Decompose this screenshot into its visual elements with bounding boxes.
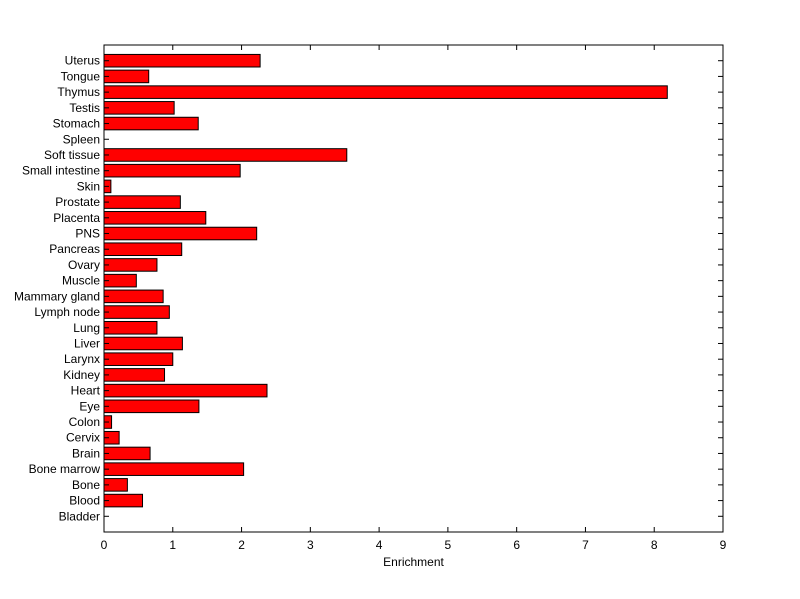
y-tick-label: Prostate (55, 195, 100, 209)
bar-bone-marrow (103, 462, 245, 476)
bar-tongue (103, 69, 150, 84)
y-tick-label: Blood (69, 494, 100, 508)
y-tick-label: Lymph node (34, 305, 100, 319)
bar-lymph-node (103, 305, 170, 319)
bar-stomach (103, 116, 199, 131)
y-tick-label: Larynx (64, 352, 100, 366)
bar-larynx (103, 352, 174, 366)
x-axis-ticks: 0 1 2 3 4 5 6 7 8 9 (101, 45, 727, 552)
y-tick-label: Thymus (57, 85, 100, 99)
x-tick-label: 0 (101, 538, 108, 552)
y-tick-label: Soft tissue (44, 148, 100, 162)
y-tick-label: Uterus (65, 54, 100, 68)
y-tick-label: Stomach (53, 117, 100, 131)
bar-pancreas (103, 242, 183, 257)
bar-uterus (103, 53, 261, 68)
y-tick-label: Eye (79, 399, 100, 413)
y-tick-label: Kidney (63, 368, 100, 382)
bar-prostate (103, 195, 181, 209)
y-tick-label: Small intestine (22, 164, 100, 178)
y-tick-label: Liver (74, 336, 100, 350)
x-tick-label: 7 (582, 538, 589, 552)
x-tick-label: 2 (238, 538, 245, 552)
y-tick-label: Brain (72, 446, 100, 460)
bar-thymus (103, 85, 668, 99)
y-tick-label: Tongue (61, 69, 101, 83)
y-tick-label: Placenta (53, 211, 100, 225)
y-tick-label: Muscle (62, 274, 100, 288)
bar-lung (103, 320, 158, 335)
x-tick-label: 5 (445, 538, 452, 552)
bars-group (103, 53, 668, 508)
bar-blood (103, 493, 144, 508)
bar-mammary-gland (103, 289, 164, 304)
bar-heart (103, 383, 268, 398)
y-tick-label: Pancreas (49, 242, 100, 256)
bar-eye (103, 399, 200, 414)
y-tick-label: Testis (69, 101, 100, 115)
bar-soft-tissue (103, 148, 348, 162)
y-tick-label: Mammary gland (14, 289, 100, 303)
bar-kidney (103, 368, 166, 382)
bar-placenta (103, 211, 207, 225)
bar-liver (103, 336, 183, 351)
y-tick-label: Bone marrow (29, 462, 101, 476)
y-tick-label: Lung (73, 321, 100, 335)
y-tick-label: Skin (77, 179, 100, 193)
x-tick-label: 9 (720, 538, 727, 552)
x-tick-label: 8 (651, 538, 658, 552)
y-tick-label: PNS (75, 227, 100, 241)
x-tick-label: 3 (307, 538, 314, 552)
x-tick-label: 1 (169, 538, 176, 552)
x-axis-label: Enrichment (383, 555, 444, 569)
bar-pns (103, 226, 258, 241)
y-tick-label: Bone (72, 478, 100, 492)
plot-area-frame (103, 44, 724, 533)
bar-testis (103, 101, 175, 115)
y-tick-label: Bladder (59, 509, 100, 523)
y-tick-label: Spleen (63, 132, 100, 146)
y-tick-label: Ovary (68, 258, 100, 272)
x-tick-label: 4 (376, 538, 383, 552)
bar-ovary (103, 258, 158, 272)
y-tick-label: Heart (71, 384, 101, 398)
bar-small-intestine (103, 163, 241, 178)
bar-brain (103, 446, 151, 461)
x-tick-label: 6 (513, 538, 520, 552)
y-tick-label: Colon (69, 415, 100, 429)
y-tick-label: Cervix (66, 431, 100, 445)
